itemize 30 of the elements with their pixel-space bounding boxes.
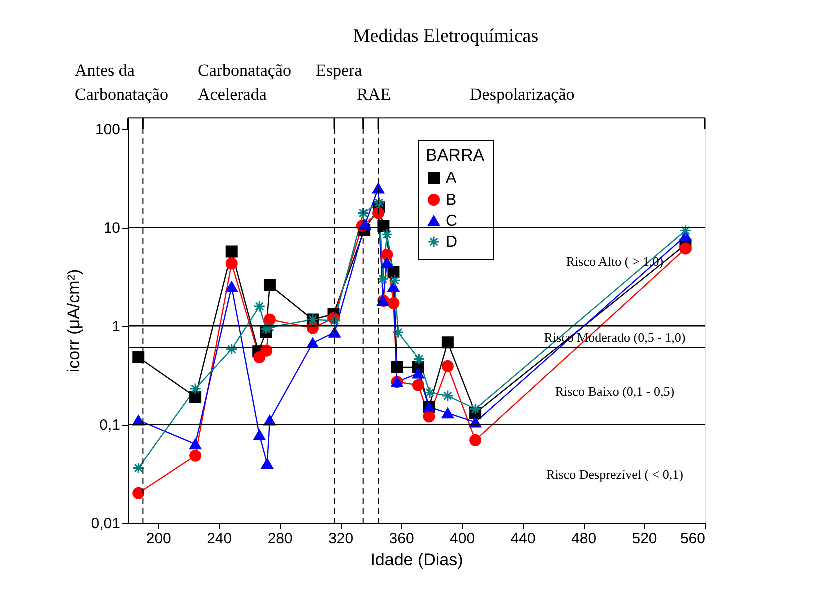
y-tick-label: 100 [95,122,120,139]
y-tick-label: 0,1 [100,417,120,434]
legend-label: C [446,213,458,230]
y-tick-label: 10 [104,220,120,238]
text: Antes da Carbonatação [75,61,168,104]
x-tick-label: 520 [632,530,658,548]
x-tick-label: 400 [450,530,476,548]
legend-label: D [446,234,458,251]
x-tick-label: 480 [572,530,597,548]
x-tick-label: 320 [328,530,354,548]
y-axis-title: icorr (μA/cm²) [64,269,84,373]
legend-label: A [446,170,457,187]
x-axis-title: Idade (Dias) [370,550,464,570]
x-tick-label: 440 [510,530,536,548]
x-tick-label: 200 [146,530,172,548]
legend-label: B [446,192,457,209]
x-tick-label: 280 [268,530,293,548]
x-tick-label: 240 [207,530,232,548]
x-tick-label: 360 [389,530,414,548]
text: Despolarização [470,85,575,104]
y-tick-label: 1 [112,318,120,336]
chart-title: Medidas Eletroquímicas [353,26,539,47]
legend-title: BARRA [426,146,486,165]
text: Carbonatação Acelerada [198,61,292,104]
y-tick-label: 0,01 [91,516,120,532]
x-tick-label: 560 [680,530,706,548]
annotation: Risco Desprezível ( < 0,1) [546,467,684,482]
text: RAE [357,85,391,104]
annotation: Risco Baixo (0,1 - 0,5) [555,384,675,399]
text: Espera [316,61,363,80]
